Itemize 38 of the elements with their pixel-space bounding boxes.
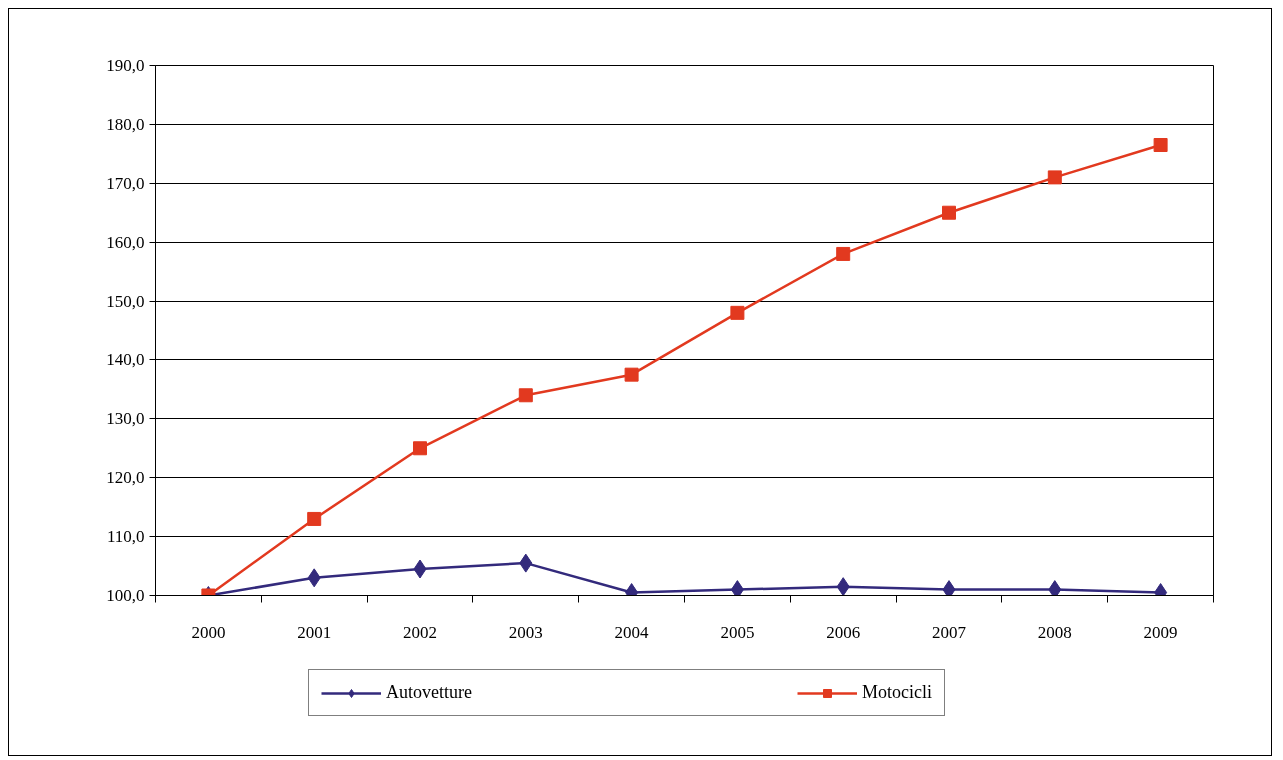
x-tick-label: 2002: [403, 622, 437, 642]
y-tick-label: 150,0: [106, 291, 145, 311]
x-tick-label: 2003: [508, 622, 543, 642]
point: [413, 559, 427, 579]
y-tick-label: 160,0: [106, 232, 145, 252]
point: [518, 388, 533, 403]
point: [519, 553, 533, 573]
point: [836, 577, 850, 596]
x-tick-label: 2001: [297, 622, 332, 642]
point: [413, 441, 427, 456]
point: [1048, 580, 1062, 596]
point: [730, 305, 745, 320]
y-tick-label: 110,0: [106, 527, 145, 547]
point: [836, 246, 851, 261]
point: [730, 580, 744, 596]
point: [942, 580, 956, 596]
legend-label: Autovetture: [386, 682, 472, 703]
x-tick-label: 2009: [1143, 622, 1178, 642]
point: [624, 367, 639, 382]
x-tick-label: 2006: [826, 622, 861, 642]
y-tick-label: 120,0: [106, 468, 145, 488]
point: [307, 568, 321, 588]
legend-label: Motocicli: [861, 682, 932, 703]
point: [307, 511, 322, 526]
point: [1153, 138, 1168, 152]
point: [1047, 170, 1062, 185]
x-tick-label: 2004: [614, 622, 650, 642]
y-tick-label: 170,0: [106, 173, 145, 193]
x-tick-label: 2007: [932, 622, 967, 642]
y-tick-label: 100,0: [106, 586, 145, 605]
y-tick-label: 190,0: [106, 56, 145, 75]
y-tick-label: 180,0: [106, 114, 145, 134]
x-tick-label: 2005: [720, 622, 755, 642]
point: [942, 205, 956, 220]
y-tick-label: 130,0: [106, 409, 145, 429]
x-tick-label: 2000: [191, 622, 226, 642]
x-tick-label: 2008: [1037, 622, 1072, 642]
y-tick-label: 140,0: [106, 350, 145, 370]
